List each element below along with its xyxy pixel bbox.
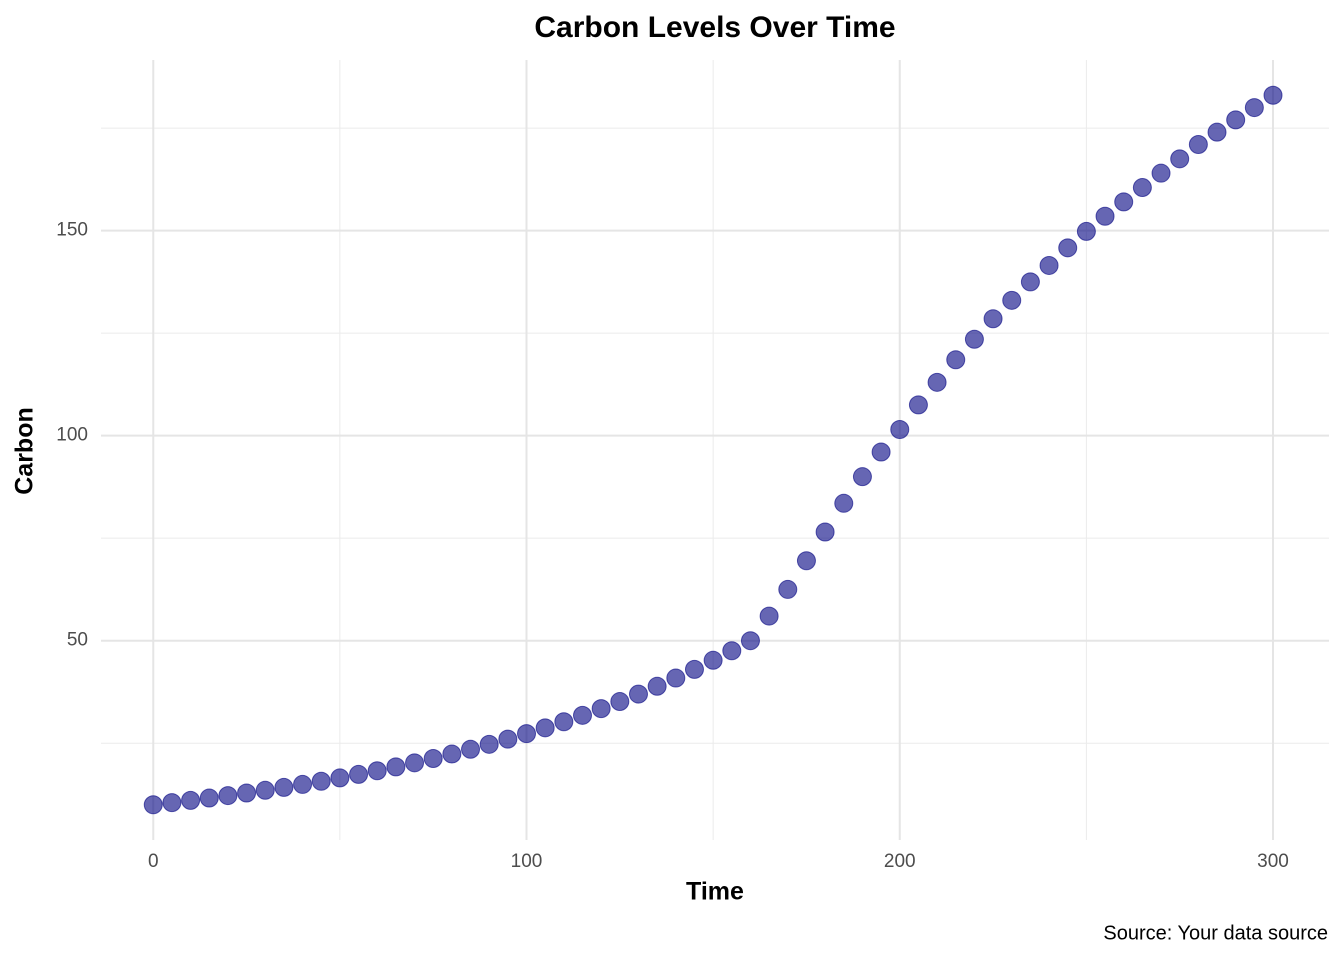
point (554, 712, 574, 732)
point (647, 676, 667, 696)
x-tick-label: 300 (1257, 851, 1289, 872)
point (405, 753, 425, 773)
point (517, 724, 537, 744)
point (1076, 221, 1096, 241)
point (740, 631, 760, 651)
point (1114, 192, 1134, 212)
point (1151, 163, 1171, 183)
point (759, 606, 779, 626)
point (311, 771, 331, 791)
point (535, 718, 555, 738)
point (199, 788, 219, 808)
point (386, 757, 406, 777)
point (498, 729, 518, 749)
x-tick-label: 200 (884, 851, 916, 872)
point (1132, 178, 1152, 198)
caption: Source: Your data source (1103, 922, 1328, 944)
point (1207, 122, 1227, 142)
point (1226, 110, 1246, 130)
point (1002, 290, 1022, 310)
point (703, 650, 723, 670)
point (871, 442, 891, 462)
y-tick-label: 150 (56, 220, 88, 241)
point (274, 777, 294, 797)
chart-title: Carbon Levels Over Time (534, 11, 895, 44)
point (367, 761, 387, 781)
point (964, 329, 984, 349)
y-axis-title: Carbon (11, 407, 39, 495)
point (349, 764, 369, 784)
point (908, 395, 928, 415)
point (815, 522, 835, 542)
point (181, 790, 201, 810)
point (778, 579, 798, 599)
point (442, 744, 462, 764)
y-tick-label: 50 (67, 630, 88, 651)
point (162, 793, 182, 813)
point (423, 749, 443, 769)
point (684, 659, 704, 679)
point (461, 739, 481, 759)
point (852, 467, 872, 487)
point (610, 692, 630, 712)
point (572, 705, 592, 725)
point (1039, 255, 1059, 275)
point (1244, 98, 1264, 118)
x-tick-label: 0 (148, 851, 159, 872)
x-tick-label: 100 (511, 851, 543, 872)
point (890, 419, 910, 439)
point (1058, 238, 1078, 258)
point (666, 668, 686, 688)
point (330, 768, 350, 788)
point (946, 350, 966, 370)
point (927, 372, 947, 392)
point (834, 493, 854, 513)
point (796, 551, 816, 571)
x-axis-title: Time (686, 878, 744, 906)
point (237, 783, 257, 803)
point (218, 786, 238, 806)
point (1170, 149, 1190, 169)
point (1188, 134, 1208, 154)
y-tick-label: 100 (56, 425, 88, 446)
point (1263, 85, 1283, 105)
point (628, 684, 648, 704)
point (983, 309, 1003, 329)
point (255, 780, 275, 800)
point (722, 641, 742, 661)
point (293, 774, 313, 794)
point (143, 795, 163, 815)
point (591, 699, 611, 719)
point (1020, 272, 1040, 292)
point (1095, 206, 1115, 226)
point (479, 734, 499, 754)
